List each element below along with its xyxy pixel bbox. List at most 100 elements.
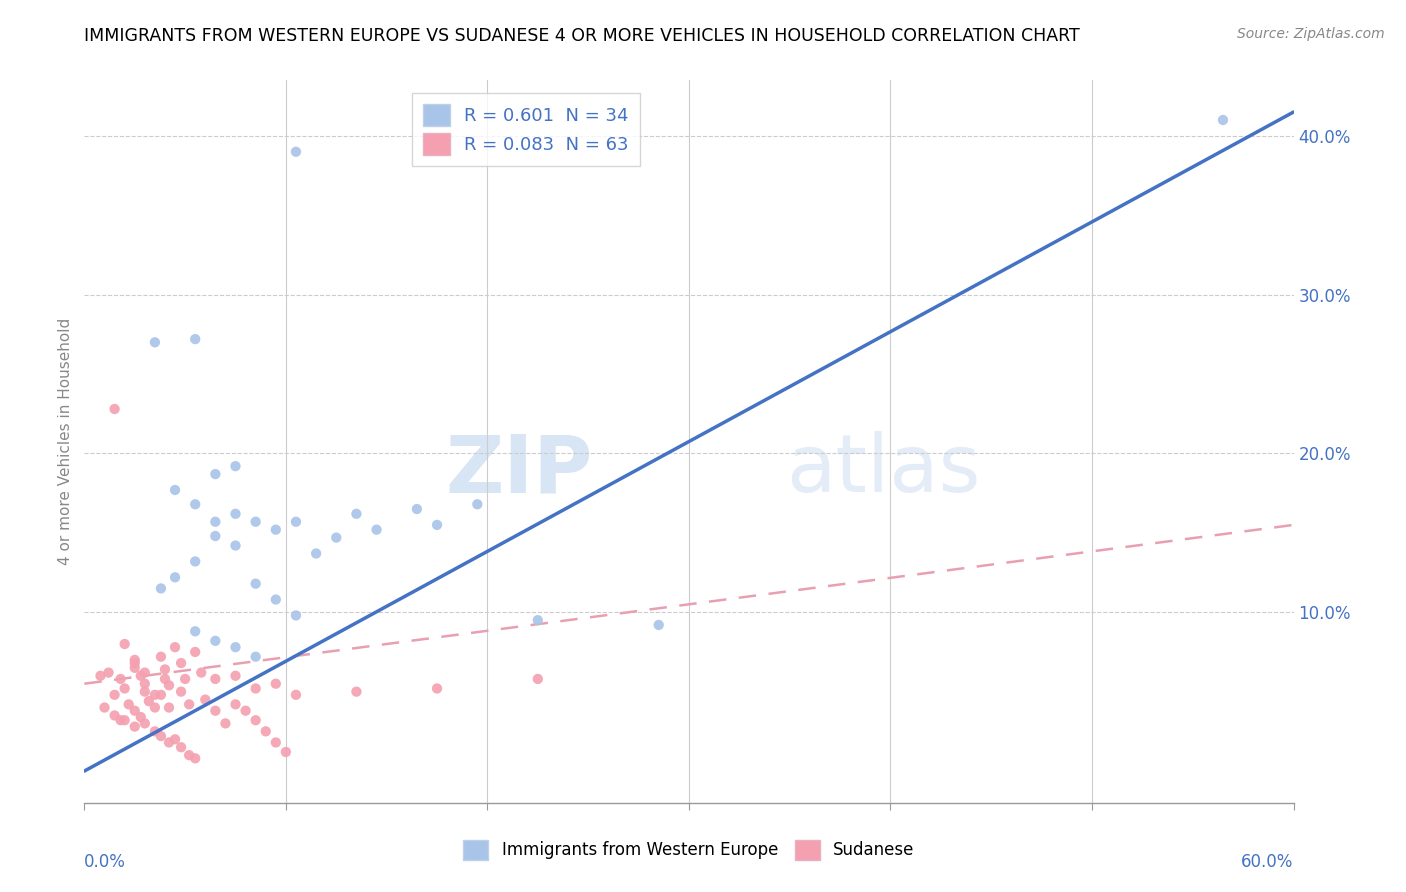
Point	[129, 710, 152, 724]
Point	[93, 700, 115, 714]
Point	[118, 698, 141, 712]
Point	[325, 531, 347, 545]
Point	[143, 688, 166, 702]
Text: IMMIGRANTS FROM WESTERN EUROPE VS SUDANESE 4 OR MORE VEHICLES IN HOUSEHOLD CORRE: IMMIGRANTS FROM WESTERN EUROPE VS SUDANE…	[84, 27, 1080, 45]
Point	[204, 672, 226, 686]
Point	[104, 708, 127, 723]
Point	[149, 582, 172, 596]
Y-axis label: 4 or more Vehicles in Household: 4 or more Vehicles in Household	[58, 318, 73, 566]
Point	[225, 698, 247, 712]
Point	[426, 517, 449, 532]
Point	[235, 704, 257, 718]
Point	[245, 681, 267, 696]
Point	[104, 402, 127, 417]
Point	[170, 656, 193, 670]
Point	[143, 724, 166, 739]
Point	[264, 592, 287, 607]
Point	[204, 515, 226, 529]
Point	[346, 507, 368, 521]
Point	[157, 735, 180, 749]
Point	[134, 684, 156, 698]
Point	[114, 637, 136, 651]
Point	[184, 751, 207, 765]
Point	[149, 649, 172, 664]
Point	[124, 653, 146, 667]
Text: 60.0%: 60.0%	[1241, 854, 1294, 871]
Point	[366, 523, 388, 537]
Text: ZIP: ZIP	[444, 432, 592, 509]
Point	[204, 529, 226, 543]
Text: atlas: atlas	[786, 432, 980, 509]
Point	[129, 669, 152, 683]
Point	[245, 576, 267, 591]
Point	[346, 684, 368, 698]
Point	[264, 676, 287, 690]
Point	[165, 732, 187, 747]
Point	[184, 554, 207, 568]
Point	[225, 640, 247, 655]
Point	[165, 570, 187, 584]
Point	[527, 613, 550, 627]
Point	[225, 669, 247, 683]
Point	[170, 740, 193, 755]
Point	[179, 698, 201, 712]
Point	[406, 502, 429, 516]
Point	[143, 335, 166, 350]
Point	[170, 684, 193, 698]
Point	[134, 676, 156, 690]
Point	[204, 633, 226, 648]
Point	[89, 669, 111, 683]
Point	[305, 547, 328, 561]
Point	[184, 645, 207, 659]
Point	[184, 624, 207, 639]
Point	[143, 700, 166, 714]
Point	[114, 681, 136, 696]
Point	[124, 704, 146, 718]
Point	[245, 649, 267, 664]
Point	[165, 640, 187, 655]
Text: 0.0%: 0.0%	[84, 854, 127, 871]
Point	[104, 688, 127, 702]
Point	[114, 713, 136, 727]
Point	[204, 467, 226, 481]
Point	[225, 459, 247, 474]
Point	[174, 672, 197, 686]
Point	[264, 735, 287, 749]
Point	[124, 720, 146, 734]
Point	[165, 483, 187, 497]
Point	[157, 678, 180, 692]
Point	[254, 724, 277, 739]
Point	[245, 713, 267, 727]
Point	[149, 688, 172, 702]
Point	[648, 618, 671, 632]
Point	[285, 145, 308, 159]
Point	[97, 665, 120, 680]
Point	[134, 665, 156, 680]
Point	[426, 681, 449, 696]
Point	[153, 662, 176, 676]
Point	[285, 688, 308, 702]
Point	[214, 716, 236, 731]
Point	[1212, 113, 1234, 128]
Legend: Immigrants from Western Europe, Sudanese: Immigrants from Western Europe, Sudanese	[457, 833, 921, 867]
Text: Source: ZipAtlas.com: Source: ZipAtlas.com	[1237, 27, 1385, 41]
Point	[157, 700, 180, 714]
Point	[204, 704, 226, 718]
Point	[179, 748, 201, 763]
Point	[184, 332, 207, 346]
Point	[124, 656, 146, 670]
Point	[225, 539, 247, 553]
Point	[149, 729, 172, 743]
Point	[285, 608, 308, 623]
Point	[264, 523, 287, 537]
Point	[124, 661, 146, 675]
Point	[274, 745, 297, 759]
Point	[245, 515, 267, 529]
Point	[153, 672, 176, 686]
Point	[467, 497, 489, 511]
Point	[134, 716, 156, 731]
Point	[138, 694, 160, 708]
Point	[527, 672, 550, 686]
Point	[190, 665, 212, 680]
Point	[184, 497, 207, 511]
